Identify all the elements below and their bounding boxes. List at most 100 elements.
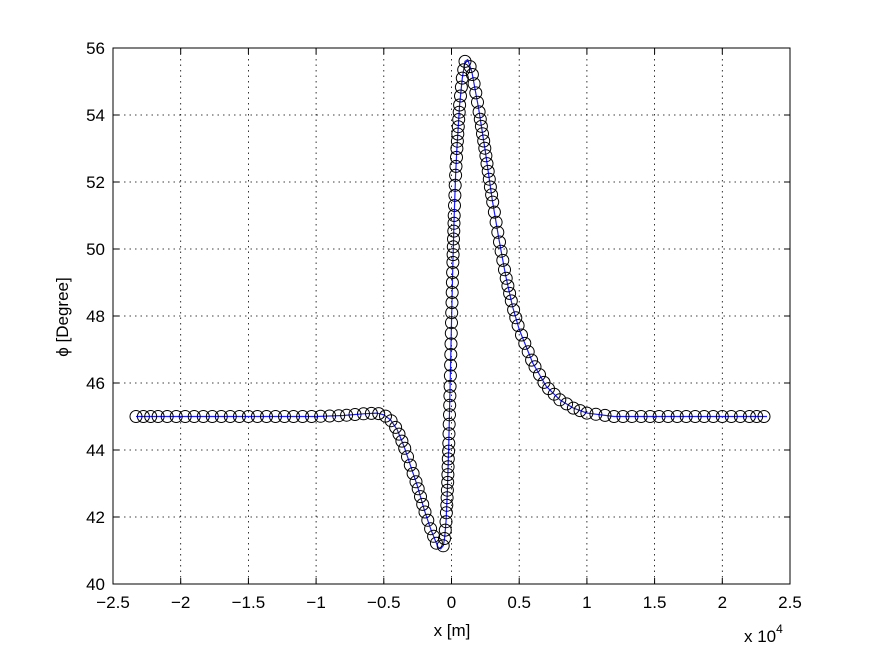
data-point [403, 458, 417, 472]
data-point [643, 410, 657, 423]
data-point [314, 409, 328, 423]
y-tick-label: 56 [86, 39, 105, 58]
data-point [448, 188, 462, 202]
data-point [491, 225, 505, 239]
data-point [553, 393, 567, 407]
data-point [480, 157, 494, 171]
data-point [260, 410, 273, 423]
data-point [457, 63, 471, 77]
x-tick-label: −1 [306, 593, 325, 612]
data-point [441, 452, 455, 466]
data-point [688, 410, 702, 423]
data-point [697, 410, 711, 423]
data-point [440, 483, 454, 497]
data-point [757, 410, 771, 423]
data-point [485, 188, 499, 202]
data-point [453, 98, 467, 112]
data-point [427, 529, 441, 543]
data-point [451, 120, 465, 134]
data-point [483, 180, 497, 194]
y-tick-label: 54 [86, 106, 105, 125]
data-point [447, 216, 461, 230]
data-point [452, 105, 466, 119]
data-point [323, 409, 337, 423]
data-point [450, 142, 464, 155]
data-point [598, 408, 612, 422]
data-point [389, 420, 403, 434]
data-point [440, 491, 454, 505]
data-point [441, 468, 455, 482]
x-axis-multiplier-exponent: 4 [776, 622, 783, 636]
data-point [478, 141, 492, 155]
data-point [625, 410, 639, 423]
data-point [733, 410, 747, 423]
data-point [241, 410, 255, 423]
data-point [472, 105, 486, 119]
data-point [447, 224, 461, 238]
data-point [750, 410, 764, 423]
y-tick-label: 50 [86, 240, 105, 259]
data-point [151, 410, 165, 423]
data-point [476, 127, 489, 141]
data-point [406, 467, 420, 480]
data-point [448, 178, 462, 192]
data-point [715, 410, 729, 423]
data-point [296, 410, 310, 423]
data-point [469, 86, 483, 100]
x-axis-multiplier: x 104 [744, 622, 783, 646]
data-point [305, 410, 319, 423]
data-point [443, 398, 457, 412]
data-point [498, 263, 511, 277]
x-tick-label: −0.5 [367, 593, 401, 612]
data-point [429, 536, 443, 550]
data-point [443, 379, 457, 393]
data-point [477, 134, 491, 148]
series-markers [129, 54, 771, 553]
data-point [589, 407, 603, 421]
data-point [515, 328, 528, 342]
data-point [445, 306, 459, 320]
data-point [573, 404, 587, 418]
data-point [443, 369, 457, 383]
data-point [511, 319, 525, 332]
data-point [446, 240, 460, 254]
x-tick-label: 1.5 [643, 593, 667, 612]
y-tick-label: 44 [86, 441, 105, 460]
data-point [278, 410, 291, 423]
data-point [496, 253, 510, 267]
data-point [439, 506, 453, 520]
axis-ticks [112, 47, 791, 585]
data-point [178, 410, 192, 423]
data-point [447, 209, 461, 222]
data-point [424, 522, 438, 536]
data-point [528, 360, 542, 374]
x-tick-label: 1 [582, 593, 591, 612]
y-tick-label: 42 [86, 508, 105, 527]
data-point [509, 311, 523, 325]
data-point [446, 266, 460, 279]
data-point [445, 286, 459, 299]
y-tick-label: 46 [86, 374, 105, 393]
data-point [223, 410, 237, 423]
y-tick-label: 48 [86, 307, 105, 326]
data-point [533, 368, 546, 382]
data-point [444, 326, 458, 340]
data-point [452, 113, 466, 126]
data-point [471, 95, 484, 109]
data-point [395, 434, 409, 448]
data-point [439, 515, 453, 529]
data-point [411, 482, 425, 496]
data-point [169, 410, 183, 423]
y-tick-labels: 40 42 44 46 48 50 52 54 56 [86, 39, 105, 594]
data-point [232, 410, 246, 423]
data-point [706, 410, 720, 423]
data-point [521, 345, 535, 359]
data-point [493, 235, 506, 249]
data-point [507, 303, 521, 317]
data-point [661, 410, 675, 423]
data-point [444, 348, 458, 361]
data-point [409, 475, 423, 489]
data-point [486, 195, 500, 209]
data-point [467, 77, 481, 91]
